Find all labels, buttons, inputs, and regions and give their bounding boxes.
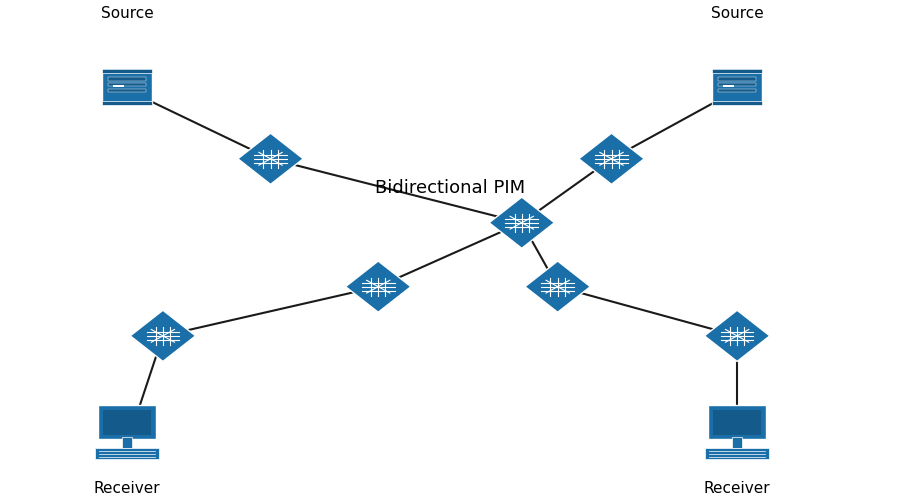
FancyBboxPatch shape [108, 83, 146, 86]
FancyBboxPatch shape [113, 85, 124, 87]
FancyBboxPatch shape [122, 437, 132, 448]
FancyBboxPatch shape [108, 89, 146, 92]
Text: Bidirectional PIM: Bidirectional PIM [375, 180, 525, 198]
FancyBboxPatch shape [98, 404, 157, 439]
FancyBboxPatch shape [732, 437, 742, 448]
FancyBboxPatch shape [708, 404, 766, 439]
FancyBboxPatch shape [713, 69, 761, 72]
FancyBboxPatch shape [103, 68, 152, 104]
FancyBboxPatch shape [705, 448, 770, 459]
FancyBboxPatch shape [713, 68, 761, 104]
FancyBboxPatch shape [718, 77, 756, 80]
FancyBboxPatch shape [714, 410, 760, 435]
Polygon shape [705, 310, 770, 362]
FancyBboxPatch shape [94, 448, 159, 459]
Polygon shape [130, 310, 195, 362]
FancyBboxPatch shape [103, 101, 152, 104]
FancyBboxPatch shape [103, 69, 152, 72]
FancyBboxPatch shape [724, 85, 734, 87]
Polygon shape [346, 261, 411, 312]
FancyBboxPatch shape [713, 101, 761, 104]
Text: Receiver: Receiver [704, 481, 770, 496]
Text: Source: Source [711, 6, 763, 21]
FancyBboxPatch shape [718, 83, 756, 86]
Polygon shape [238, 133, 303, 184]
Polygon shape [489, 197, 554, 248]
FancyBboxPatch shape [718, 89, 756, 92]
FancyBboxPatch shape [104, 410, 151, 435]
FancyBboxPatch shape [108, 77, 146, 80]
Polygon shape [525, 261, 590, 312]
Polygon shape [579, 133, 644, 184]
Text: Receiver: Receiver [94, 481, 160, 496]
Text: Source: Source [101, 6, 153, 21]
